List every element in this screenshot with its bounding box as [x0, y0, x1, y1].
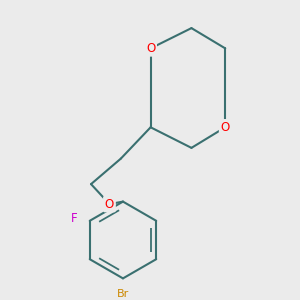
Text: O: O — [220, 121, 230, 134]
Text: O: O — [146, 42, 155, 55]
Text: Br: Br — [117, 289, 129, 299]
Text: O: O — [105, 198, 114, 211]
Text: F: F — [70, 212, 77, 225]
